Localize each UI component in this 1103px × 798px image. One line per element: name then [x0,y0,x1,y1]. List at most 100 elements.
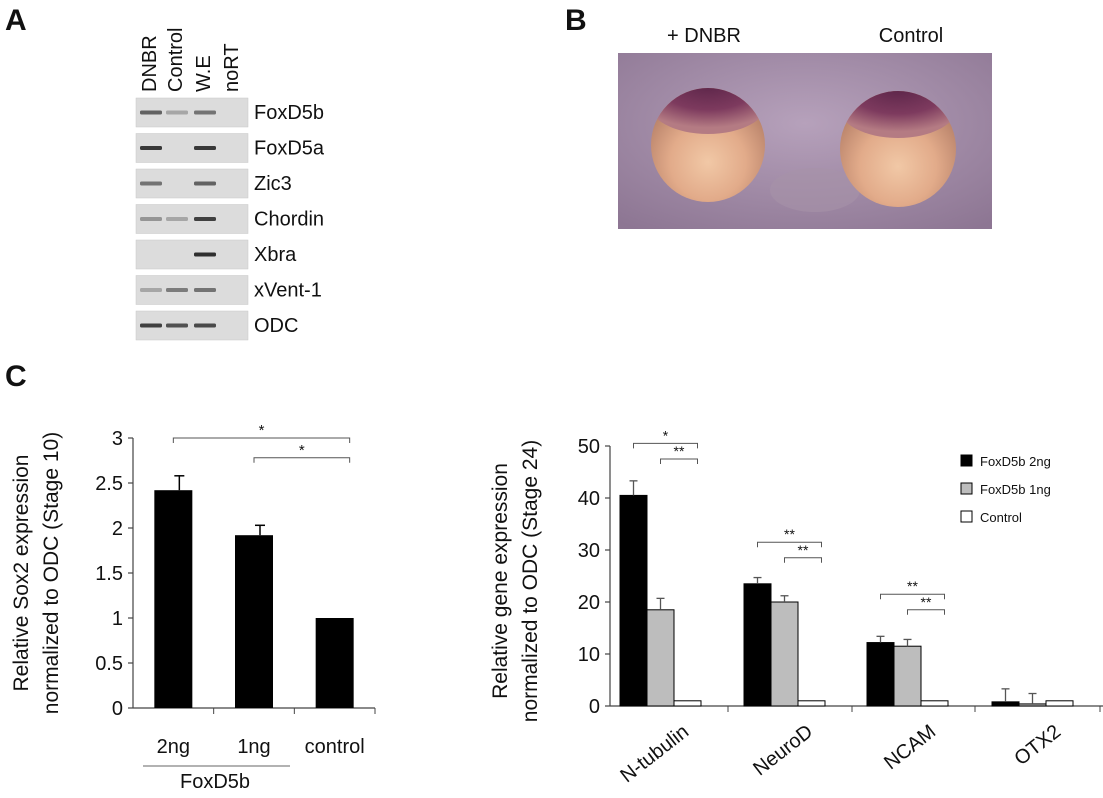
sox2-bar-chart: 0 0.5 1 1.5 2 2.5 3 Relative Sox2 expression nor… [10,422,376,793]
significance-marker: ** [784,526,795,542]
y-tick-label: 0 [589,696,600,718]
gel-band [194,323,216,328]
bar-OTX2-FoxD5b-2ng [991,701,1020,707]
significance-bracket [660,458,698,464]
y-tick-label: 30 [578,540,600,562]
gel-band [194,181,216,186]
y-axis-label: Relative gene expression [489,463,512,699]
y-tick-label: 0 [112,698,123,720]
bar-NeuroD-FoxD5b-1ng [770,601,799,707]
bar-control [315,618,354,708]
y-tick-label: 10 [578,644,600,666]
embryo-dnbr [651,88,765,202]
significance-marker: ** [907,578,918,594]
significance-marker: * [299,442,305,459]
gel-band [194,110,216,115]
bar-N-tubulin-FoxD5b-1ng [646,609,675,707]
significance-marker: * [663,427,669,443]
gel-band [194,288,216,292]
bar-NCAM-FoxD5b-1ng [893,645,922,707]
significance-marker: ** [798,542,809,558]
y-tick-label: 50 [578,436,600,458]
embryo-label-dnbr: + DNBR [667,25,741,47]
gel-band [166,288,188,292]
y-axis-label: normalized to ODC (Stage 10) [40,432,63,714]
gene-expression-bar-chart: 0 10 20 30 40 50 Relative gene expression norma… [489,427,1103,788]
panel-label-a: A [5,4,27,37]
significance-marker: * [259,422,265,439]
embryo-label-control: Control [879,25,943,47]
significance-marker: ** [674,443,685,459]
panel-label-c: C [5,360,27,393]
y-tick-label: 1.5 [95,563,123,585]
embryo-control [840,91,956,207]
gel-band [166,323,188,328]
y-tick-label: 2 [112,518,123,540]
gene-label: Zic3 [254,173,292,195]
y-axis-label: Relative Sox2 expression [10,455,33,692]
x-tick-label: 1ng [237,736,270,758]
x-tick-label: NCAM [880,721,940,775]
x-tick-label: NeuroD [749,721,817,781]
gene-label: FoxD5b [254,102,324,124]
bar-OTX2-FoxD5b-1ng [1018,703,1047,707]
x-tick-label: OTX2 [1010,721,1065,771]
legend-label: FoxD5b 1ng [980,482,1051,497]
y-tick-label: 1 [112,608,123,630]
legend-swatch [960,454,973,467]
gel-band [140,217,162,221]
legend-swatch [960,510,973,523]
gel-band [194,217,216,221]
gel-band [140,323,162,328]
gene-label: Chordin [254,209,324,231]
legend-swatch [960,482,973,495]
gel-band [140,146,162,150]
bar-1ng [235,535,273,708]
gel-lane-label: noRT [221,43,243,92]
significance-bracket [253,457,351,463]
gene-label: FoxD5a [254,138,325,160]
bar-NCAM-FoxD5b-2ng [866,642,895,707]
significance-bracket [172,437,351,443]
bar-N-tubulin-FoxD5b-2ng [619,494,648,707]
gel-band [194,252,216,257]
y-tick-label: 3 [112,428,123,450]
gel-lane-label: Control [165,28,187,92]
gel-lane-label: DNBR [139,35,161,92]
y-tick-label: 20 [578,592,600,614]
gene-label: ODC [254,315,298,337]
gene-label: Xbra [254,244,297,266]
bar-NeuroD-FoxD5b-2ng [743,583,772,707]
significance-bracket [757,541,822,548]
legend-label: Control [980,510,1022,525]
bar-NeuroD-Control [797,700,826,707]
photo-shadow [770,168,860,212]
embryo-panel: + DNBR Control [618,25,992,229]
x-tick-label: control [305,736,365,758]
significance-bracket [633,442,698,449]
gel-band [166,110,188,115]
legend-label: FoxD5b 2ng [980,454,1051,469]
x-tick-label: 2ng [157,736,190,758]
gel-strip [135,239,249,270]
gel-band [166,217,188,221]
significance-bracket [880,593,945,600]
significance-bracket [907,609,945,615]
bar-2ng [154,490,193,708]
gel-band [140,288,162,292]
bar-OTX2-Control [1045,700,1074,707]
group-label: FoxD5b [180,771,250,793]
gel-lane-label: W.E [193,55,215,92]
gene-label: xVent-1 [254,280,322,302]
y-axis-label: normalized to ODC (Stage 24) [519,440,542,722]
gel-panel: DNBR Control W.E noRT FoxD5b FoxD5a Zic3 Chordi… [135,28,325,341]
y-tick-label: 2.5 [95,473,123,495]
gel-band [140,181,162,186]
y-tick-label: 40 [578,488,600,510]
x-tick-label: N-tubulin [616,721,693,788]
gel-band [194,146,216,150]
gel-band [140,110,162,115]
gel-strip [135,168,249,199]
bar-NCAM-Control [920,700,949,707]
panel-label-b: B [565,4,587,37]
